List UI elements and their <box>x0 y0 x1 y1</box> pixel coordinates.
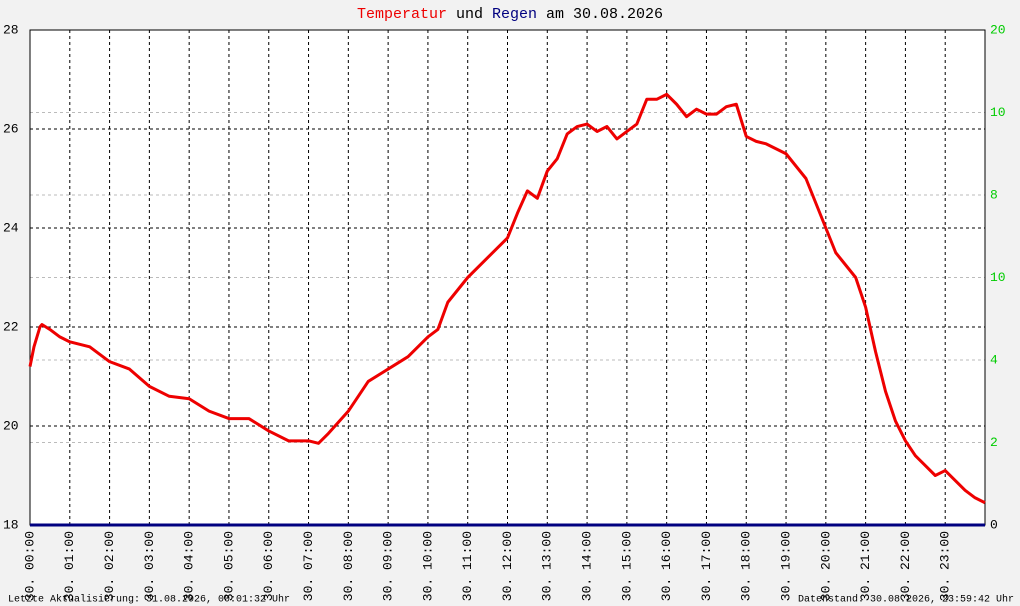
x-tick-label: 30. 18:00 <box>739 531 754 601</box>
x-tick-label: 30. 04:00 <box>182 531 197 601</box>
x-tick-label: 30. 20:00 <box>818 531 833 601</box>
x-tick-label: 30. 06:00 <box>261 531 276 601</box>
x-tick-label: 30. 00:00 <box>22 531 37 601</box>
y2-tick-label: 10 <box>990 270 1006 285</box>
y-tick-label: 24 <box>3 220 19 235</box>
x-tick-label: 30. 13:00 <box>540 531 555 601</box>
y-tick-label: 28 <box>3 22 19 37</box>
y2-tick-label: 8 <box>990 187 998 202</box>
x-tick-label: 30. 09:00 <box>381 531 396 601</box>
x-tick-label: 30. 08:00 <box>341 531 356 601</box>
x-tick-label: 30. 05:00 <box>221 531 236 601</box>
x-tick-label: 30. 16:00 <box>659 531 674 601</box>
y-tick-label: 20 <box>3 418 19 433</box>
y2-tick-label: 20 <box>990 22 1006 37</box>
title-temp: Temperatur <box>357 6 447 23</box>
x-tick-label: 30. 17:00 <box>699 531 714 601</box>
y2-tick-label: 4 <box>990 352 998 367</box>
y-tick-label: 26 <box>3 121 19 136</box>
series-line <box>28 92 986 505</box>
chart-title: Temperatur und Regen am 30.08.2026 <box>357 6 663 23</box>
title-date: am 30.08.2026 <box>546 6 663 23</box>
x-tick-label: 30. 02:00 <box>102 531 117 601</box>
x-tick-label: 30. 10:00 <box>420 531 435 601</box>
title-joiner: und <box>456 6 483 23</box>
y-tick-label: 22 <box>3 319 19 334</box>
x-tick-label: 30. 19:00 <box>778 531 793 601</box>
x-tick-label: 30. 22:00 <box>898 531 913 601</box>
title-rain: Regen <box>492 6 537 23</box>
x-tick-label: 30. 12:00 <box>500 531 515 601</box>
y2-tick-label: 10 <box>990 105 1006 120</box>
x-tick-label: 30. 15:00 <box>619 531 634 601</box>
footer-left: Letzte Aktualisierung: 31.08.2026, 00:01… <box>8 594 290 606</box>
footer-right: Datenstand: 30.08.2026, 23:59:42 Uhr <box>798 594 1014 606</box>
y2-tick-label: 0 <box>990 517 998 532</box>
y2-tick-label: 2 <box>990 435 998 450</box>
x-tick-label: 30. 07:00 <box>301 531 316 601</box>
x-tick-label: 30. 01:00 <box>62 531 77 601</box>
x-tick-label: 30. 23:00 <box>938 531 953 601</box>
x-tick-label: 30. 14:00 <box>580 531 595 601</box>
x-tick-label: 30. 21:00 <box>858 531 873 601</box>
x-tick-label: 30. 03:00 <box>142 531 157 601</box>
x-tick-label: 30. 11:00 <box>460 531 475 601</box>
y-tick-label: 18 <box>3 517 19 532</box>
